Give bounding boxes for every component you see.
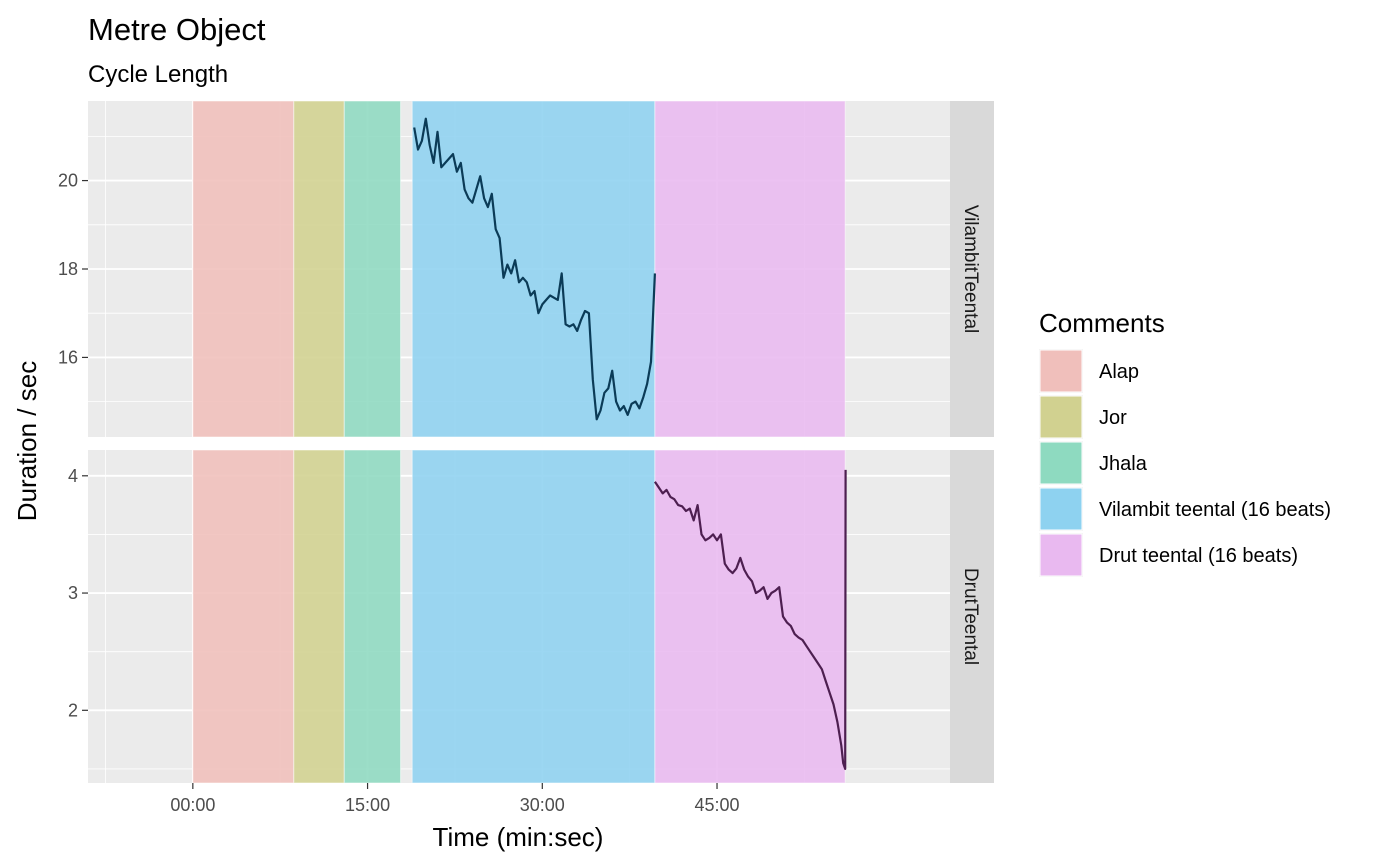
x-tick-label: 15:00 [345,795,390,815]
legend-label: Jor [1099,407,1127,429]
y-tick-label: 3 [68,583,78,603]
legend-label: Drut teental (16 beats) [1099,545,1298,567]
y-tick-label: 16 [58,347,78,367]
panel-VilambitTeental: 16 18 20 VilambitTeental [58,100,994,438]
section-band [411,449,656,784]
legend-item: Jor [1039,395,1127,439]
x-tick-label: 00:00 [170,795,215,815]
section-band [654,100,846,438]
x-axis: 00:00 15:00 30:00 45:00 [170,783,740,815]
section-band [343,100,402,438]
legend-title: Comments [1039,308,1165,338]
legend-key [1039,441,1083,485]
legend-key [1039,395,1083,439]
legend-label: Vilambit teental (16 beats) [1099,499,1331,521]
legend-key [1039,533,1083,577]
series-line-DrutTeental [653,469,847,771]
legend-item: Alap [1039,349,1139,393]
x-tick-label: 30:00 [520,795,565,815]
legend-key [1039,487,1083,531]
legend: Comments Alap Jor Jhala Vilambit teental (1… [1039,308,1331,577]
section-band [192,100,295,438]
section-band [343,449,402,784]
legend-item: Vilambit teental (16 beats) [1039,487,1331,531]
y-tick-label: 2 [68,700,78,720]
section-band [293,449,345,784]
chart-subtitle: Cycle Length [88,61,228,88]
legend-label: Jhala [1099,453,1148,475]
x-tick-label: 45:00 [695,795,740,815]
legend-item: Drut teental (16 beats) [1039,533,1298,577]
legend-items: Alap Jor Jhala Vilambit teental (16 beats) D… [1039,349,1331,577]
facet-strip-label: DrutTeental [960,568,981,665]
series-line-VilambitTeental [413,117,656,421]
facet-strip [950,101,994,437]
chart-title: Metre Object [88,12,266,47]
y-tick-label: 20 [58,171,78,191]
y-tick-label: 4 [68,466,78,486]
y-tick-label: 18 [58,259,78,279]
facet-strip-label: VilambitTeental [960,205,981,334]
legend-item: Jhala [1039,441,1148,485]
section-band [293,100,345,438]
y-axis-label: Duration / sec [12,361,42,521]
section-band [411,100,656,438]
facet-strip [950,450,994,783]
x-axis-label: Time (min:sec) [433,822,604,852]
plot-panels: 16 18 20 VilambitTeental 2 3 4 DrutTeental [58,100,994,784]
panel-DrutTeental: 2 3 4 DrutTeental [68,449,994,784]
legend-key [1039,349,1083,393]
legend-label: Alap [1099,361,1139,383]
section-band [192,449,295,784]
section-band [654,449,846,784]
